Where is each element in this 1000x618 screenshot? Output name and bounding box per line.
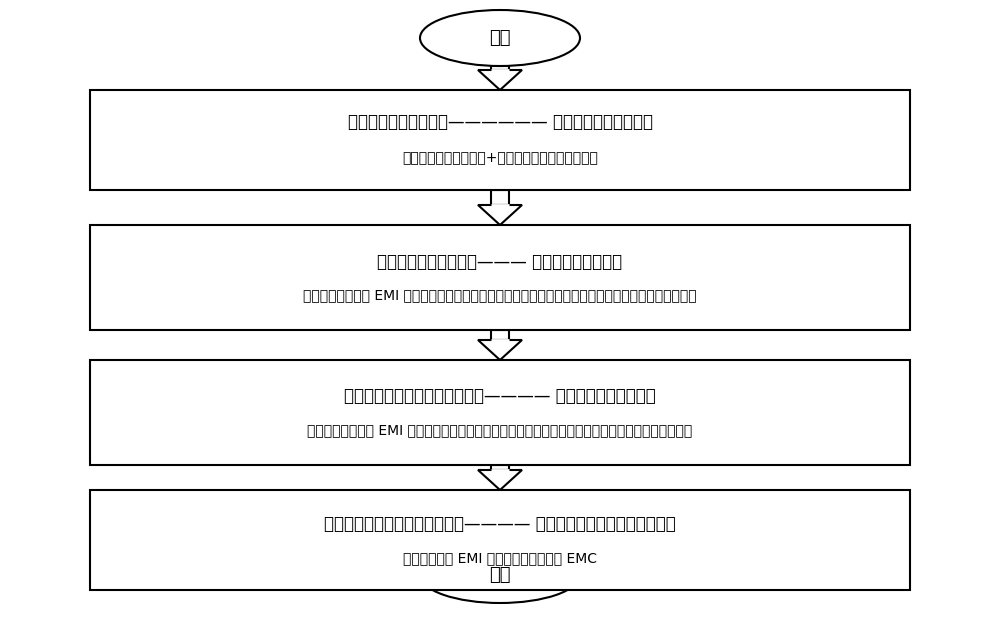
- Bar: [491, 465, 509, 470]
- Bar: [491, 527, 509, 590]
- Text: 每一收、发对单独 EMI 分析，不同接收端口时考虑发射端口的积累效应，对发射端口模型曲线进行调: 每一收、发对单独 EMI 分析，不同接收端口时考虑发射端口的积累效应，对发射端口…: [307, 423, 693, 438]
- Polygon shape: [478, 470, 522, 490]
- Ellipse shape: [420, 10, 580, 66]
- Polygon shape: [478, 527, 522, 547]
- Text: 开始: 开始: [489, 29, 511, 47]
- Bar: [491, 330, 509, 340]
- Bar: [90, 360, 910, 465]
- Text: 发射端口（调整后的模型曲线）———— 接收端口（调整后的模型曲线）: 发射端口（调整后的模型曲线）———— 接收端口（调整后的模型曲线）: [324, 515, 676, 533]
- Text: 发射端口（进行调整）——— 接收端口（不调整）: 发射端口（进行调整）——— 接收端口（不调整）: [377, 253, 623, 271]
- Bar: [90, 225, 910, 330]
- Text: 发射端口（调整后的模型曲线）———— 接收端口（进行调整）: 发射端口（调整后的模型曲线）———— 接收端口（进行调整）: [344, 387, 656, 405]
- Text: 模型曲线或（模型曲线+初始指标偏移因子）为基点: 模型曲线或（模型曲线+初始指标偏移因子）为基点: [402, 151, 598, 165]
- Ellipse shape: [420, 547, 580, 603]
- Bar: [90, 90, 910, 190]
- Bar: [90, 490, 910, 590]
- Polygon shape: [478, 340, 522, 360]
- Polygon shape: [478, 70, 522, 90]
- Text: 获得一组新的 EMI 指标限值，确保系统 EMC: 获得一组新的 EMI 指标限值，确保系统 EMC: [403, 551, 597, 565]
- Text: 每一收、发对单独 EMI 分析，不同接收端口时考虑发射端口的积累效应，对发射端口模型曲线进行调整: 每一收、发对单独 EMI 分析，不同接收端口时考虑发射端口的积累效应，对发射端口…: [303, 289, 697, 302]
- Bar: [491, 190, 509, 205]
- Text: 返回: 返回: [489, 566, 511, 584]
- Polygon shape: [478, 205, 522, 225]
- Bar: [491, 66, 509, 70]
- Text: 发射端口（模型曲线）—————— 接收端口（模型曲线）: 发射端口（模型曲线）—————— 接收端口（模型曲线）: [348, 113, 652, 131]
